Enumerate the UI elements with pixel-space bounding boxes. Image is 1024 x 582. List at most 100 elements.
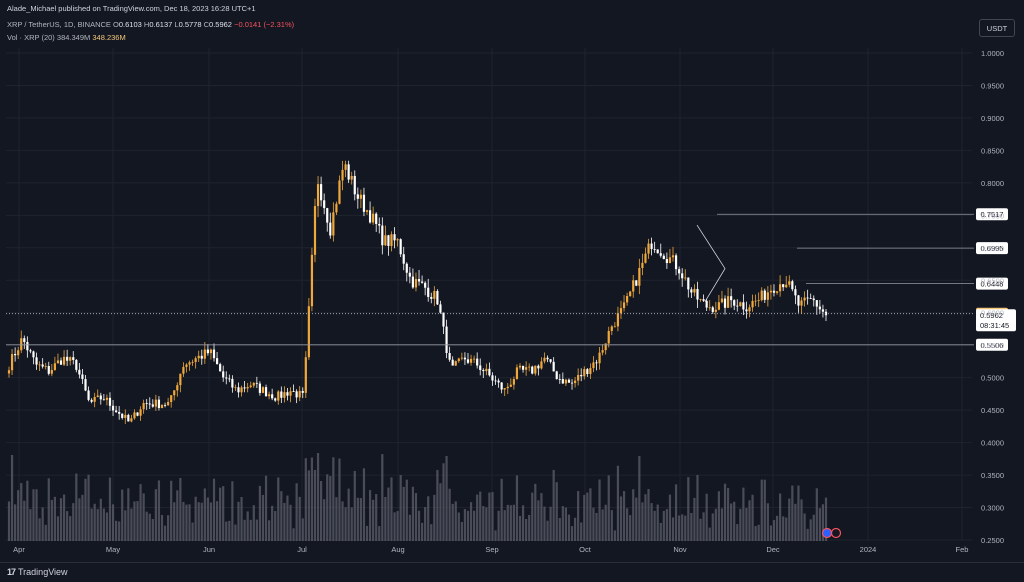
y-tick-label: 0.7500 — [981, 211, 1004, 220]
candle-body — [286, 392, 289, 396]
candle-body — [626, 295, 629, 303]
volume-bar — [595, 512, 598, 541]
volume-bar — [173, 502, 176, 541]
candle-body — [779, 284, 782, 292]
y-tick-label: 0.6000 — [981, 309, 1004, 318]
volume-bar — [662, 510, 665, 541]
volume-bar — [570, 526, 574, 541]
volume-bar — [329, 476, 332, 541]
volume-bar — [543, 506, 546, 541]
candle-body — [148, 403, 151, 405]
volume-bar — [222, 486, 225, 541]
volume-bar — [417, 510, 421, 541]
volume-bar — [457, 512, 460, 541]
candle-body — [497, 380, 500, 383]
volume-bar — [711, 513, 714, 541]
candle-body — [353, 175, 356, 195]
price-level-drawings: 0.75170.69950.64480.55060.59850.596208:3… — [6, 208, 1016, 539]
volume-bar — [53, 496, 56, 541]
volume-bar — [75, 473, 78, 541]
volume-bar — [638, 455, 641, 541]
volume-bar — [772, 520, 776, 541]
candle-body — [127, 414, 130, 422]
candle-body — [310, 254, 314, 307]
candle-body — [769, 290, 773, 293]
candle-body — [212, 349, 216, 359]
volume-bar — [56, 516, 60, 541]
volume-bar — [647, 489, 650, 541]
candle-body — [53, 363, 56, 370]
candle-body — [203, 349, 206, 359]
volume-bar — [766, 503, 769, 541]
candle-body — [818, 306, 821, 310]
candle-body — [445, 326, 448, 354]
candle-body — [638, 268, 641, 286]
currency-button[interactable]: USDT — [979, 19, 1015, 37]
volume-bar — [788, 498, 791, 541]
volume-bar — [601, 509, 604, 541]
price-chart[interactable]: 0.75170.69950.64480.55060.59850.596208:3… — [0, 0, 1024, 562]
candle-body — [766, 292, 769, 300]
volume-label[interactable]: Vol · XRP (20) — [7, 33, 55, 42]
candle-body — [525, 367, 528, 370]
volume-bar — [292, 528, 295, 541]
volume-bar — [209, 502, 213, 541]
volume-bar — [295, 483, 298, 541]
volume-bar — [433, 494, 436, 541]
volume-bar — [237, 501, 240, 541]
volume-bar — [580, 522, 583, 541]
volume-bar — [111, 504, 115, 541]
candle-body — [234, 387, 237, 389]
candle-body — [543, 357, 546, 362]
candle-body — [500, 382, 503, 390]
volume-bar — [687, 477, 690, 541]
candle-body — [742, 302, 745, 310]
candle-body — [476, 358, 479, 366]
tradingview-logo[interactable]: 17 TradingView — [7, 567, 68, 577]
volume-bar — [473, 510, 476, 541]
candle-body — [405, 263, 408, 273]
candle-body — [788, 281, 791, 285]
volume-bar — [390, 477, 393, 541]
x-tick-label: May — [106, 545, 120, 554]
volume-bar — [335, 497, 338, 541]
candle-body — [7, 370, 11, 374]
candle-body — [381, 225, 384, 246]
countdown-label: 08:31:45 — [980, 321, 1009, 330]
volume-bar — [751, 494, 754, 541]
x-tick-label: Aug — [391, 545, 404, 554]
candle-body — [684, 277, 687, 279]
candle-body — [38, 364, 41, 366]
candle-body — [289, 391, 292, 396]
volume-bar — [118, 521, 121, 541]
volume-bar — [583, 494, 586, 541]
candle-body — [396, 239, 399, 241]
candle-body — [359, 194, 362, 199]
volume-bar — [573, 517, 577, 541]
volume-bar — [307, 470, 310, 541]
symbol-name[interactable]: XRP / TetherUS, 1D, BINANCE — [7, 20, 111, 29]
candle-body — [433, 291, 436, 299]
volume-bar — [387, 487, 390, 541]
candle-body — [243, 387, 246, 389]
price-level-tag — [976, 277, 1008, 290]
triangle-drawing — [696, 224, 726, 302]
candle-body — [577, 375, 580, 381]
tradingview-logo-icon: 17 — [7, 567, 16, 577]
volume-bar — [644, 494, 647, 541]
volume-bar — [619, 496, 623, 541]
candle-body — [280, 391, 283, 398]
volume-bar — [338, 458, 341, 541]
candle-body — [586, 369, 589, 375]
candle-body — [133, 412, 136, 419]
candle-body — [14, 354, 17, 356]
candle-body — [454, 361, 457, 366]
volume-bar — [809, 519, 812, 541]
candle-body — [335, 203, 338, 213]
candle-body — [274, 398, 277, 401]
candle-body — [69, 357, 72, 361]
volume-bar — [267, 520, 271, 541]
candle-body — [763, 290, 766, 300]
candle-body — [427, 287, 430, 297]
candle-body — [264, 387, 268, 397]
